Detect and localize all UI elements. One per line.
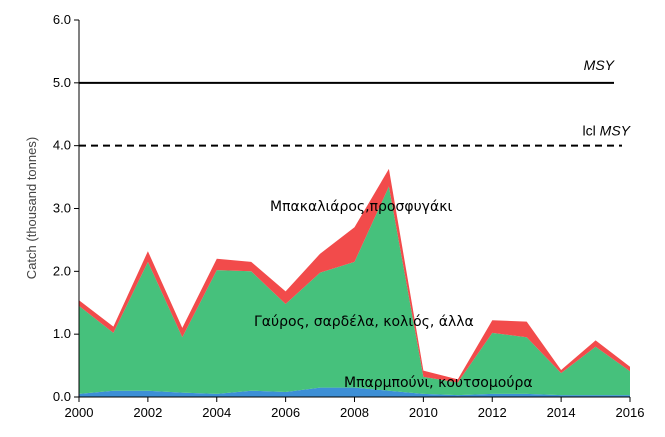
- reference-lines: MSY lcl MSY: [79, 57, 632, 147]
- lcl-msy-label: lcl MSY: [583, 123, 632, 139]
- x-tick-label: 2004: [202, 405, 231, 420]
- y-tick-labels: 0.0 1.0 2.0 3.0 4.0 5.0 6.0: [53, 12, 79, 404]
- lcl-msy-label-prefix: lcl: [583, 123, 600, 139]
- y-tick-label: 0.0: [53, 389, 71, 404]
- area-series-1: [79, 186, 630, 396]
- x-tick-label: 2008: [340, 405, 369, 420]
- area-series-2: [79, 168, 630, 383]
- y-tick-label: 1.0: [53, 326, 71, 341]
- x-tick-labels: 2000 2002 2004 2006 2008 2010 2012 2014 2016: [65, 397, 645, 420]
- y-tick-label: 6.0: [53, 12, 71, 27]
- x-tick-label: 2010: [409, 405, 438, 420]
- annotation-hake: Μπακαλιάρος,προσφυγάκι: [270, 199, 452, 215]
- lcl-msy-label-italic: MSY: [600, 123, 632, 139]
- y-axis-label: Catch (thousand tonnes): [24, 137, 39, 279]
- x-tick-label: 2016: [616, 405, 645, 420]
- y-tick-label: 3.0: [53, 201, 71, 216]
- annotation-anchovy: Γαύρος, σαρδέλα, κολιός, άλλα: [254, 314, 474, 330]
- x-tick-label: 2012: [478, 405, 507, 420]
- x-tick-label: 2006: [271, 405, 300, 420]
- area-series-0: [79, 387, 630, 397]
- y-tick-label: 4.0: [53, 138, 71, 153]
- y-tick-label: 2.0: [53, 263, 71, 278]
- msy-label-italic: MSY: [584, 57, 616, 73]
- msy-label: MSY: [584, 57, 616, 73]
- x-tick-label: 2014: [547, 405, 576, 420]
- y-tick-label: 5.0: [53, 75, 71, 90]
- annotation-mullet: Μπαρμπούνι, κουτσομούρα: [344, 375, 533, 391]
- x-tick-label: 2002: [133, 405, 162, 420]
- x-tick-label: 2000: [65, 405, 94, 420]
- stacked-areas: [79, 168, 630, 397]
